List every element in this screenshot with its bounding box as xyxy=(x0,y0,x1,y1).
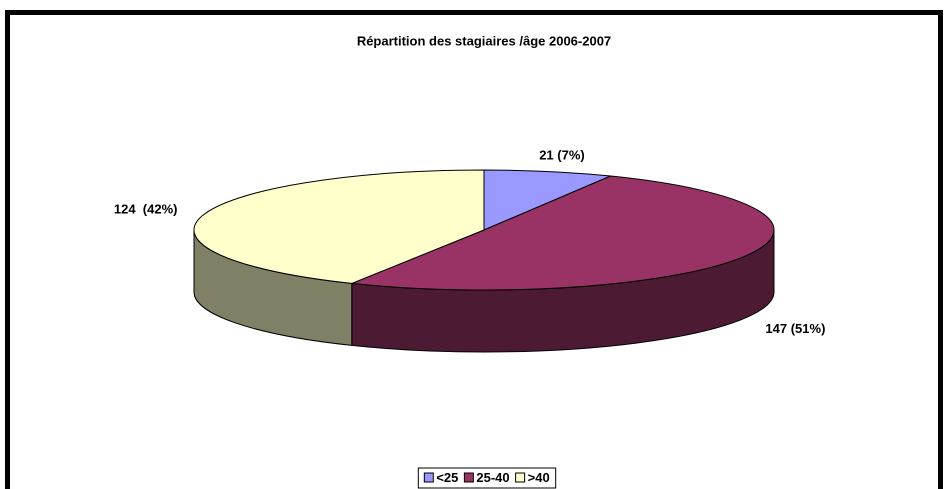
legend-label: >40 xyxy=(528,470,550,485)
pie-slice xyxy=(483,169,611,231)
data-label: 147 (51%) xyxy=(765,321,825,336)
chart-title: Répartition des stagiaires /âge 2006-200… xyxy=(357,33,611,48)
pie-slice xyxy=(193,169,485,284)
legend-label: <25 xyxy=(436,470,458,485)
data-label: 21 (7%) xyxy=(539,148,585,163)
legend: <25 25-40 >40 xyxy=(417,467,557,489)
legend-swatch xyxy=(463,472,474,483)
legend-label: 25-40 xyxy=(476,470,509,485)
pie-slice xyxy=(351,175,775,291)
chart-border xyxy=(5,10,943,489)
legend-swatch xyxy=(423,472,434,483)
legend-swatch xyxy=(515,472,526,483)
data-label: 124 (42%) xyxy=(114,202,178,217)
